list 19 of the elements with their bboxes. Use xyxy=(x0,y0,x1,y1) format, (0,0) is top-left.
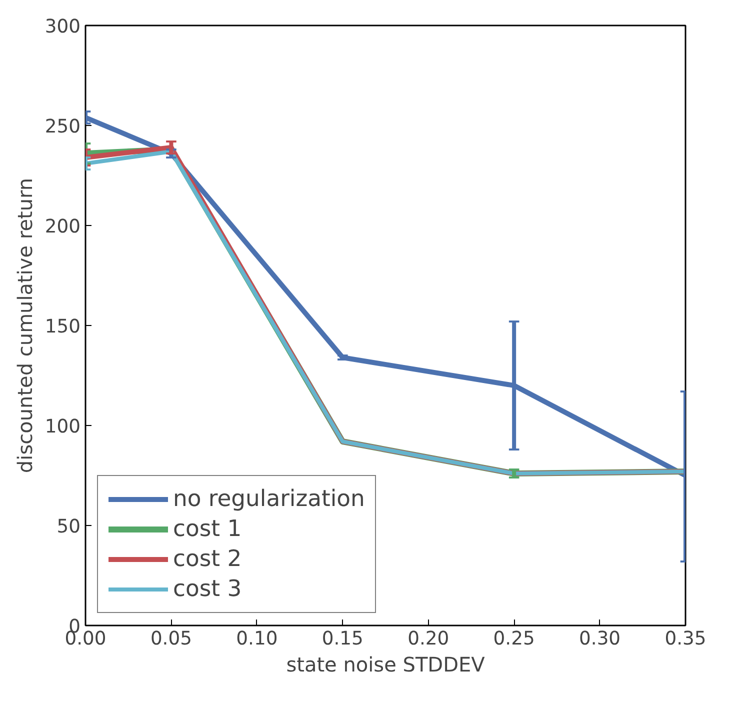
x-tick-label: 0.20 xyxy=(408,628,450,650)
x-tick-label: 0.25 xyxy=(493,628,535,650)
x-tick-label: 0.10 xyxy=(236,628,278,650)
x-tick-label: 0.15 xyxy=(322,628,364,650)
y-tick-label: 300 xyxy=(44,16,80,38)
legend-label: no regularization xyxy=(173,486,365,512)
legend-label: cost 1 xyxy=(173,516,242,542)
y-axis-title: discounted cumulative return xyxy=(12,178,37,474)
y-tick-label: 200 xyxy=(44,216,80,238)
y-tick-label: 50 xyxy=(56,516,81,538)
legend-label: cost 3 xyxy=(173,576,242,602)
x-tick-label: 0.05 xyxy=(150,628,192,650)
y-tick-label: 250 xyxy=(44,116,80,138)
legend-label: cost 2 xyxy=(173,546,242,572)
x-axis-title: state noise STDDEV xyxy=(286,652,486,676)
y-tick-label: 150 xyxy=(44,316,80,338)
y-tick-label: 100 xyxy=(44,416,80,438)
x-tick-label: 0.35 xyxy=(664,628,706,650)
x-tick-label: 0.30 xyxy=(579,628,621,650)
